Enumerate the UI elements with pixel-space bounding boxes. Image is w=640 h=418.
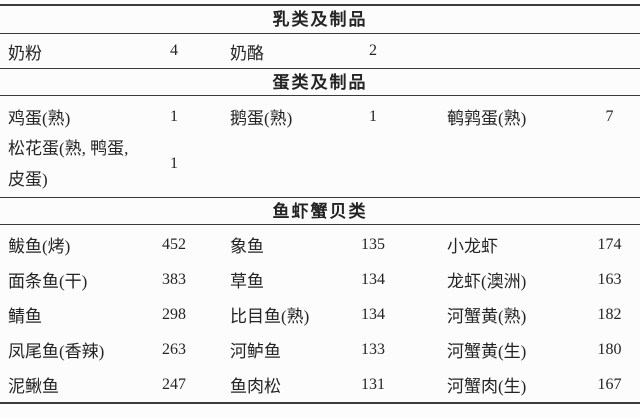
column-group: 鲅鱼(烤) 452 面条鱼(干) 383 鲭鱼 298 凤尾鱼(香辣) 263 … — [8, 227, 203, 402]
food-name: 比目鱼(熟) — [230, 307, 310, 326]
food-row: 河蟹黄(熟) 182 — [447, 297, 632, 332]
food-name: 凤尾鱼(香辣) — [8, 342, 105, 361]
food-value: 133 — [361, 340, 385, 358]
section-body-seafood: 鲅鱼(烤) 452 面条鱼(干) 383 鲭鱼 298 凤尾鱼(香辣) 263 … — [0, 225, 640, 402]
column-group: 小龙虾 174 龙虾(澳洲) 163 河蟹黄(熟) 182 河蟹黄(生) 180… — [447, 227, 632, 402]
column-group: 鹅蛋(熟) 1 — [230, 100, 402, 133]
food-value: 1 — [369, 107, 377, 125]
food-value: 383 — [162, 270, 186, 288]
food-row: 草鱼 134 — [230, 262, 402, 297]
food-value: 134 — [361, 305, 385, 323]
food-value: 163 — [597, 270, 622, 288]
food-name: 松花蛋(熟, 鸭蛋, 皮蛋) — [8, 139, 129, 189]
food-value: 263 — [162, 340, 186, 358]
food-name: 鱼肉松 — [230, 377, 281, 396]
food-value: 7 — [605, 107, 614, 125]
food-value: 174 — [597, 235, 622, 253]
food-value: 4 — [170, 42, 178, 59]
food-value: 134 — [361, 270, 385, 288]
section-header-eggs: 蛋类及制品 — [0, 68, 640, 96]
food-name: 河蟹黄(生) — [447, 342, 527, 361]
food-value: 182 — [597, 305, 622, 323]
food-row: 泥鳅鱼 247 — [8, 367, 203, 402]
section-body-eggs: 鸡蛋(熟) 1 松花蛋(熟, 鸭蛋, 皮蛋) 1 鹅蛋(熟) 1 鹌鹑蛋(熟) … — [0, 96, 640, 197]
column-group: 奶粉 4 — [8, 34, 203, 68]
food-value: 452 — [162, 235, 186, 253]
food-row: 鸡蛋(熟) 1 — [8, 100, 203, 133]
food-value: 1 — [170, 155, 178, 172]
food-name: 鲅鱼(烤) — [8, 237, 71, 256]
section-body-dairy: 奶粉 4 奶酪 2 — [0, 34, 640, 68]
food-row: 凤尾鱼(香辣) 263 — [8, 332, 203, 367]
food-name: 河蟹肉(生) — [447, 377, 527, 396]
food-value: 2 — [369, 42, 377, 59]
food-name: 河蟹黄(熟) — [447, 307, 527, 326]
food-row: 龙虾(澳洲) 163 — [447, 262, 632, 297]
food-name: 鹌鹑蛋(熟) — [447, 109, 527, 128]
food-value: 135 — [361, 235, 385, 253]
food-row: 面条鱼(干) 383 — [8, 262, 203, 297]
food-row: 奶酪 2 — [230, 34, 402, 68]
food-name: 河鲈鱼 — [230, 342, 281, 361]
food-row: 鱼肉松 131 — [230, 367, 402, 402]
food-table: 乳类及制品 奶粉 4 奶酪 2 蛋类及制品 鸡蛋(熟) 1 松花蛋(熟, 鸭蛋,… — [0, 4, 640, 404]
food-row: 奶粉 4 — [8, 34, 203, 68]
food-name: 草鱼 — [230, 272, 264, 291]
food-name: 面条鱼(干) — [8, 272, 88, 291]
food-row: 鹌鹑蛋(熟) 7 — [447, 100, 632, 133]
food-row: 河蟹黄(生) 180 — [447, 332, 632, 367]
column-group: 鹌鹑蛋(熟) 7 — [447, 100, 632, 133]
food-name: 泥鳅鱼 — [8, 377, 59, 396]
food-value: 167 — [597, 375, 622, 393]
food-row: 鲅鱼(烤) 452 — [8, 227, 203, 262]
food-name: 象鱼 — [230, 237, 264, 256]
column-group: 鸡蛋(熟) 1 松花蛋(熟, 鸭蛋, 皮蛋) 1 — [8, 100, 203, 195]
food-row: 比目鱼(熟) 134 — [230, 297, 402, 332]
section-header-dairy: 乳类及制品 — [0, 6, 640, 34]
food-name: 小龙虾 — [447, 237, 498, 256]
section-header-seafood: 鱼虾蟹贝类 — [0, 197, 640, 225]
food-value: 1 — [170, 107, 178, 125]
food-value: 298 — [162, 305, 186, 323]
column-group: 奶酪 2 — [230, 34, 402, 68]
food-row: 象鱼 135 — [230, 227, 402, 262]
food-name: 鲭鱼 — [8, 307, 42, 326]
food-row: 河鲈鱼 133 — [230, 332, 402, 367]
column-group: 象鱼 135 草鱼 134 比目鱼(熟) 134 河鲈鱼 133 鱼肉松 131 — [230, 227, 402, 402]
food-row: 鹅蛋(熟) 1 — [230, 100, 402, 133]
food-row: 松花蛋(熟, 鸭蛋, 皮蛋) 1 — [8, 133, 203, 195]
food-row: 鲭鱼 298 — [8, 297, 203, 332]
food-name: 鹅蛋(熟) — [230, 109, 293, 128]
food-value: 247 — [162, 375, 186, 393]
food-row: 河蟹肉(生) 167 — [447, 367, 632, 402]
food-name: 奶酪 — [230, 43, 264, 63]
food-name: 龙虾(澳洲) — [447, 272, 527, 291]
food-value: 180 — [597, 340, 622, 358]
food-name: 鸡蛋(熟) — [8, 109, 71, 128]
food-row: 小龙虾 174 — [447, 227, 632, 262]
food-value: 131 — [361, 375, 385, 393]
food-name: 奶粉 — [8, 43, 42, 63]
